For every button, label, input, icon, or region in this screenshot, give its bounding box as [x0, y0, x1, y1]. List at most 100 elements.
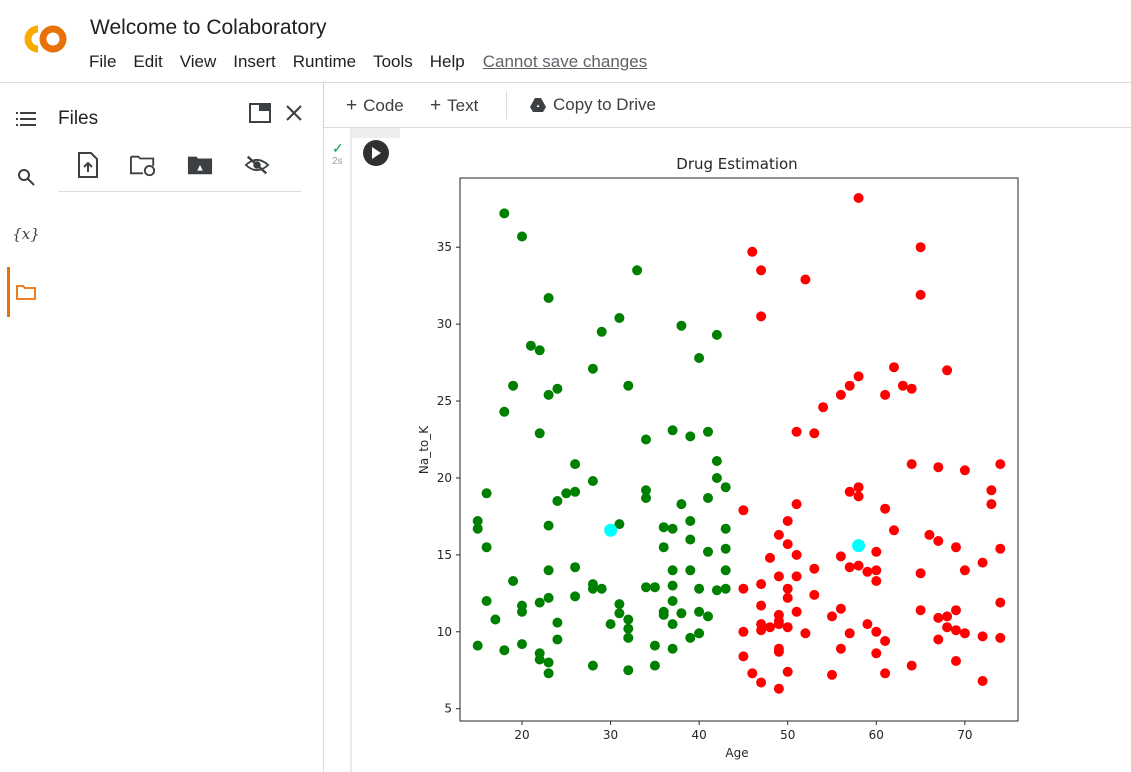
play-icon [372, 147, 381, 159]
data-point [756, 600, 767, 611]
data-point [667, 619, 678, 630]
data-point [933, 612, 944, 623]
data-point [835, 551, 846, 562]
add-code-button[interactable]: + Code [346, 95, 404, 117]
data-point [782, 583, 793, 594]
x-tick-label: 50 [780, 728, 795, 742]
data-point [782, 592, 793, 603]
data-point [720, 583, 731, 594]
variables-icon[interactable]: {x} [12, 225, 40, 243]
drive-icon[interactable] [187, 152, 213, 178]
copy-to-drive-button[interactable]: Copy to Drive [530, 95, 656, 115]
data-point [472, 516, 483, 526]
data-point [694, 606, 705, 617]
data-point [995, 632, 1006, 643]
data-point [782, 516, 793, 526]
data-point [543, 668, 554, 679]
data-point [570, 486, 581, 497]
data-point [906, 660, 917, 671]
plus-icon: + [346, 95, 358, 116]
refresh-folder-icon[interactable] [130, 152, 156, 178]
plus-icon: + [430, 95, 442, 116]
chart-title: Drug Estimation [676, 155, 797, 173]
data-point [534, 345, 545, 356]
hidden-files-icon[interactable] [244, 152, 270, 178]
data-point [871, 546, 882, 557]
data-point [587, 476, 598, 486]
folder-icon[interactable] [14, 280, 38, 304]
data-point [738, 583, 749, 594]
data-point [685, 632, 696, 643]
data-point [685, 534, 696, 545]
data-point [587, 660, 598, 671]
active-indicator [7, 267, 10, 317]
data-point [499, 208, 510, 219]
data-point [995, 459, 1006, 470]
data-point [756, 677, 767, 688]
data-point [951, 542, 961, 553]
data-point [667, 565, 678, 576]
open-tab-icon[interactable] [247, 100, 273, 126]
data-point [871, 576, 882, 586]
data-point [986, 499, 997, 510]
data-point [782, 539, 793, 550]
data-point [880, 636, 891, 646]
notebook-area: ✓ 2s Drug Estimation 20 30 40 50 60 70 5 10 15 2… [324, 128, 1131, 772]
upload-icon[interactable] [75, 152, 101, 178]
menu-help[interactable]: Help [429, 52, 465, 71]
menu-view[interactable]: View [179, 52, 217, 71]
y-tick-label: 5 [444, 702, 452, 716]
save-status-link[interactable]: Cannot save changes [482, 52, 648, 71]
data-point [809, 563, 820, 574]
data-point [995, 543, 1006, 554]
menu-edit[interactable]: Edit [133, 52, 163, 71]
data-point [853, 371, 864, 382]
scatter-plot: Drug Estimation 20 30 40 50 60 70 5 10 15 20 25 30… [417, 155, 1019, 760]
data-point [924, 529, 935, 540]
list-icon[interactable] [14, 107, 38, 131]
data-point [472, 640, 483, 651]
y-ticks: 5 10 15 20 25 30 35 [437, 240, 460, 716]
data-point [490, 614, 501, 625]
data-point [852, 539, 866, 553]
menu-insert[interactable]: Insert [233, 52, 276, 71]
data-point [623, 623, 634, 634]
data-point [942, 611, 953, 622]
data-point [951, 605, 961, 616]
data-point [959, 465, 970, 476]
menu-tools[interactable]: Tools [373, 52, 413, 71]
data-points [472, 193, 1006, 694]
data-point [623, 614, 634, 625]
data-point [844, 628, 855, 639]
add-code-label: Code [363, 96, 404, 115]
data-point [587, 583, 598, 594]
data-point [587, 363, 598, 374]
menu-file[interactable]: File [89, 52, 117, 71]
copy-to-drive-label: Copy to Drive [553, 95, 656, 114]
data-point [614, 608, 625, 619]
menu-runtime[interactable]: Runtime [292, 52, 357, 71]
data-point [703, 611, 713, 622]
data-point [889, 525, 899, 536]
data-point [614, 313, 625, 323]
y-axis-label: Na_to_K [417, 425, 431, 474]
data-point [906, 383, 917, 394]
data-point [703, 493, 713, 503]
data-point [570, 591, 581, 602]
data-point [835, 389, 846, 400]
notebook-title[interactable]: Welcome to Colaboratory [90, 16, 327, 39]
run-cell-button[interactable] [363, 140, 389, 166]
data-point [747, 246, 758, 257]
data-point [614, 599, 625, 610]
data-point [853, 560, 864, 571]
data-point [667, 596, 678, 606]
close-icon[interactable] [281, 100, 307, 126]
colab-logo[interactable] [18, 22, 70, 56]
add-text-button[interactable]: + Text [430, 95, 478, 117]
data-point [525, 340, 536, 351]
data-point [880, 668, 891, 679]
data-point [552, 496, 563, 506]
data-point [676, 499, 687, 510]
data-point [543, 520, 554, 531]
search-icon[interactable] [14, 165, 38, 189]
